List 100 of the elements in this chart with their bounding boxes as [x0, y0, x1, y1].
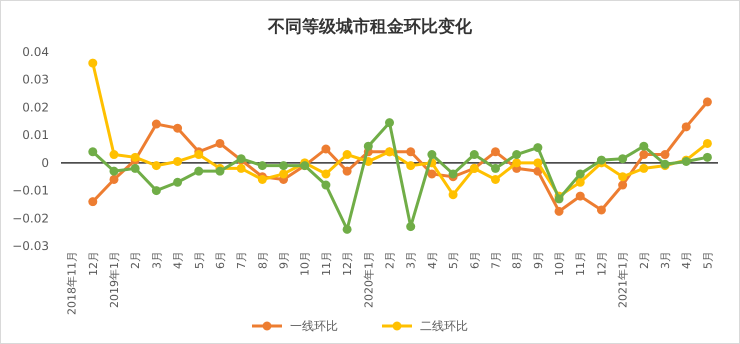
x-tick-label: 5月: [192, 251, 206, 269]
point: [490, 174, 500, 184]
x-tick-label: 10月: [553, 251, 566, 276]
point: [533, 143, 542, 152]
point: [88, 197, 98, 206]
point: [406, 222, 416, 232]
point: [554, 194, 564, 204]
x-tick-label: 9月: [532, 251, 545, 269]
point: [596, 205, 606, 214]
point: [576, 169, 585, 178]
x-tick-label: 2月: [384, 251, 396, 269]
x-tick-label: 2月: [638, 251, 651, 269]
x-tick-label: 11月: [574, 251, 588, 276]
point: [427, 169, 436, 178]
point: [215, 166, 224, 176]
y-tick-label: 0.01: [22, 128, 49, 142]
x-tick-label: 12月: [341, 251, 354, 276]
point: [660, 150, 670, 160]
point: [321, 144, 330, 154]
point: [639, 164, 648, 173]
point: [406, 161, 416, 170]
x-tick-label: 3月: [404, 251, 418, 269]
point: [342, 224, 352, 234]
point: [236, 164, 246, 173]
x-tick-label: 7月: [235, 251, 248, 269]
point: [258, 161, 267, 170]
point: [618, 172, 628, 182]
x-tick-label: 2018年11月: [66, 251, 79, 315]
x-tick-label: 7月: [489, 251, 502, 269]
x-tick-label: 10月: [298, 251, 312, 276]
x-tick-label: 12月: [595, 251, 608, 276]
point: [88, 147, 98, 156]
point: [173, 178, 182, 187]
point: [321, 180, 330, 190]
point: [406, 147, 416, 156]
point: [512, 158, 522, 168]
legend-label: 一线环比: [290, 319, 338, 333]
y-tick-label: 0.03: [22, 72, 49, 87]
x-tick-label: 2021年1月: [616, 251, 630, 308]
point: [576, 192, 585, 201]
point: [618, 180, 628, 190]
point: [427, 150, 436, 160]
x-tick-label: 12月: [86, 251, 100, 276]
point: [533, 158, 542, 168]
point: [130, 164, 140, 173]
point: [490, 147, 500, 156]
point: [596, 156, 606, 165]
x-tick-label: 6月: [214, 251, 227, 269]
y-tick-label: −0.02: [12, 211, 49, 226]
point: [152, 161, 161, 170]
point: [702, 97, 712, 106]
point: [342, 150, 352, 160]
point: [702, 138, 712, 148]
point: [639, 150, 648, 160]
point: [554, 206, 564, 216]
x-tick-label: 5月: [701, 251, 714, 269]
y-tick-label: 0.04: [22, 45, 49, 59]
point: [279, 169, 288, 178]
point: [152, 186, 161, 196]
point: [512, 150, 522, 160]
x-tick-label: 2月: [129, 251, 142, 269]
point: [364, 142, 373, 151]
point: [682, 122, 691, 132]
x-tick-label: 11月: [320, 251, 333, 276]
point: [88, 58, 98, 68]
y-tick-label: −0.03: [12, 239, 49, 253]
point: [470, 150, 479, 160]
point: [130, 152, 140, 162]
point: [173, 156, 182, 166]
point: [109, 166, 118, 176]
point: [279, 161, 288, 170]
legend-label: 二线环比: [420, 319, 468, 333]
x-tick-label: 3月: [150, 251, 164, 269]
point: [342, 166, 352, 176]
point: [321, 169, 330, 178]
x-tick-label: 2019年1月: [108, 251, 121, 308]
point: [173, 124, 182, 133]
point: [490, 164, 500, 173]
x-tick-label: 2020年1月: [362, 251, 376, 308]
point: [385, 118, 394, 128]
x-tick-label: 9月: [278, 251, 291, 269]
point: [109, 174, 118, 184]
point: [194, 150, 204, 160]
x-tick-label: 5月: [447, 251, 460, 269]
point: [702, 152, 712, 162]
point: [215, 138, 224, 148]
y-tick-label: 0: [41, 156, 49, 170]
x-tick-label: 4月: [426, 251, 439, 269]
x-tick-label: 8月: [256, 251, 270, 269]
point: [109, 150, 118, 160]
x-tick-label: 4月: [172, 251, 185, 269]
point: [448, 169, 458, 178]
point: [639, 142, 648, 151]
point: [194, 166, 204, 176]
point: [576, 178, 585, 187]
chart-title: 不同等级城市租金环比变化: [267, 17, 473, 37]
point: [618, 154, 628, 164]
x-tick-label: 8月: [510, 251, 524, 269]
point: [152, 120, 161, 129]
point: [448, 190, 458, 200]
